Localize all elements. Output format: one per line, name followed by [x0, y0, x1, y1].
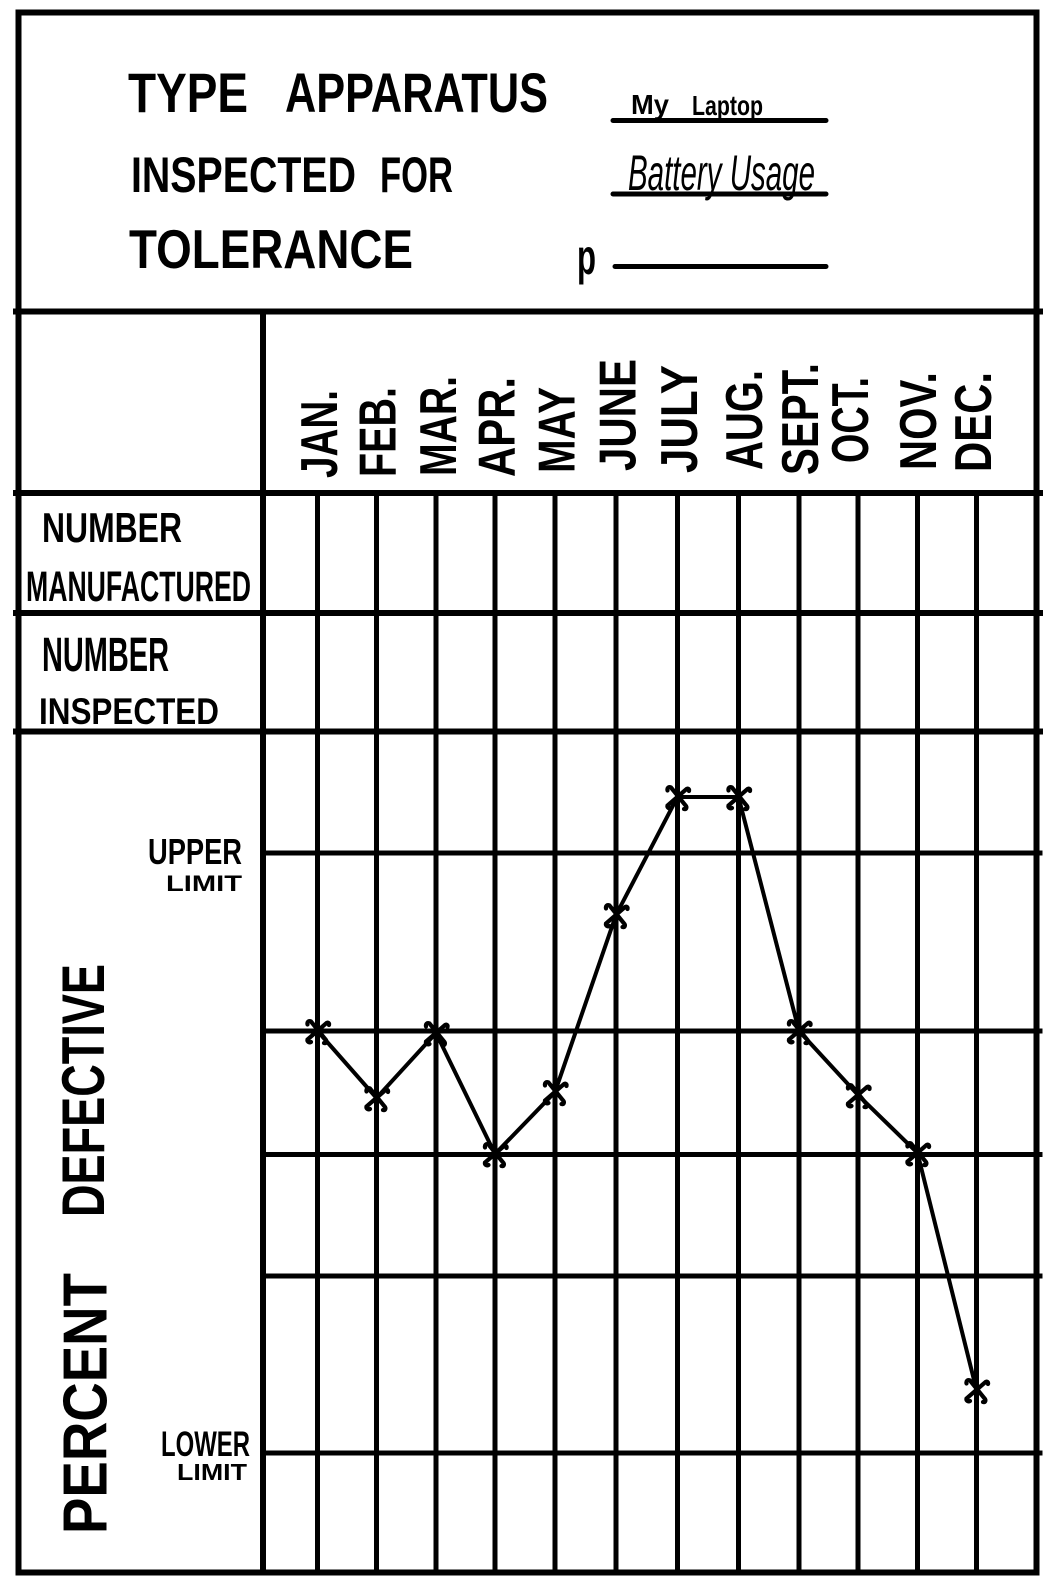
svg-text:SEPT.: SEPT.	[772, 363, 830, 475]
svg-text:OCT.: OCT.	[822, 377, 880, 463]
svg-text:NOV.: NOV.	[890, 372, 948, 470]
svg-text:MANUFACTURED: MANUFACTURED	[26, 563, 251, 611]
svg-text:JAN.: JAN.	[291, 390, 349, 478]
svg-text:NUMBER: NUMBER	[42, 629, 169, 682]
svg-text:DEC.: DEC.	[945, 372, 1003, 472]
svg-text:INSPECTED: INSPECTED	[131, 147, 356, 203]
svg-text:FEB.: FEB.	[350, 387, 408, 477]
svg-text:Laptop: Laptop	[692, 90, 763, 121]
svg-text:APR.: APR.	[469, 377, 527, 477]
svg-text:LOWER: LOWER	[161, 1425, 250, 1464]
svg-text:TYPE: TYPE	[128, 61, 248, 124]
svg-text:APPARATUS: APPARATUS	[285, 61, 548, 124]
svg-text:Battery Usage: Battery Usage	[628, 145, 815, 201]
svg-text:MAR.: MAR.	[410, 376, 468, 476]
svg-text:LIMIT: LIMIT	[166, 871, 243, 896]
svg-text:p: p	[577, 229, 596, 285]
svg-text:NUMBER: NUMBER	[42, 504, 182, 551]
svg-text:AUG.: AUG.	[716, 370, 774, 470]
svg-text:My: My	[631, 89, 669, 120]
svg-text:JULY: JULY	[651, 365, 709, 473]
svg-text:JUNE: JUNE	[590, 359, 648, 471]
svg-text:LIMIT: LIMIT	[177, 1459, 247, 1485]
svg-text:MAY: MAY	[529, 387, 587, 473]
svg-text:FOR: FOR	[380, 147, 453, 203]
svg-text:INSPECTED: INSPECTED	[39, 691, 219, 732]
svg-text:TOLERANCE: TOLERANCE	[129, 218, 413, 280]
svg-text:DEFECTIVE: DEFECTIVE	[50, 964, 117, 1217]
svg-text:UPPER: UPPER	[148, 831, 242, 872]
svg-text:PERCENT: PERCENT	[52, 1273, 121, 1534]
